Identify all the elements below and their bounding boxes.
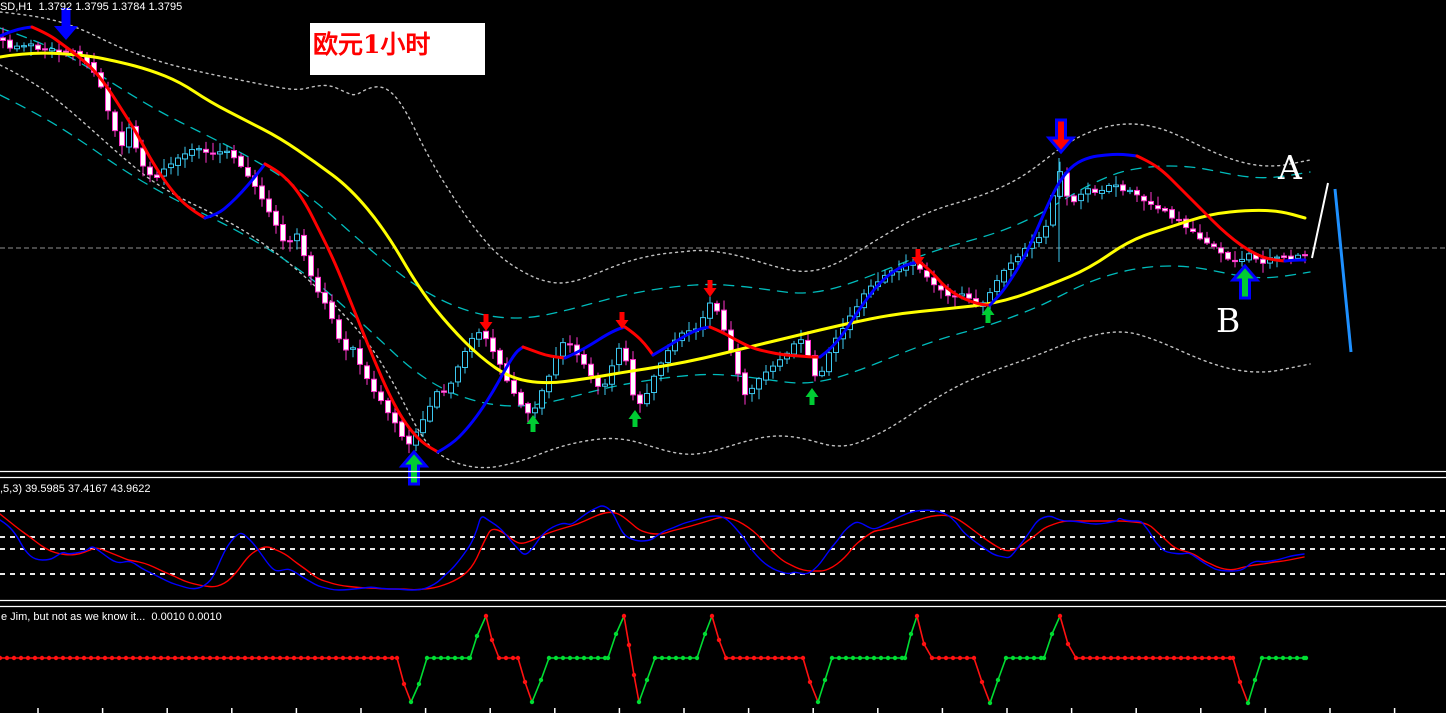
sell-marker-arrow (911, 249, 925, 266)
blue-trend-line[interactable] (1333, 188, 1353, 353)
sell-marker-arrow (1045, 118, 1077, 155)
sell-marker-arrow (479, 314, 493, 331)
symbol-ohlc-label: USD,H1 1.3792 1.3795 1.3784 1.3795 (0, 1, 183, 13)
annotation-letter-a: A (1278, 148, 1302, 187)
chart-note-text: 欧元1小时 (313, 30, 431, 59)
fast-ma-line (0, 25, 1307, 454)
buy-marker-arrow (526, 415, 540, 432)
life-indicator-label: e Jim, but not as we know it... 0.0010 0… (1, 611, 222, 623)
sell-marker-arrow (615, 312, 629, 329)
slow-ma-line (0, 51, 1307, 385)
life-indicator-panel (0, 613, 1309, 706)
bollinger-bands (0, 11, 1311, 469)
buy-marker-arrow (398, 449, 430, 486)
buy-marker-arrow (628, 410, 642, 427)
chart-note-box: 欧元1小时 (310, 23, 485, 75)
buy-marker-arrow (981, 306, 995, 323)
buy-marker-arrow (805, 388, 819, 405)
sell-marker-arrow (54, 8, 78, 40)
buy-marker-arrow (1229, 263, 1261, 300)
stochastic-panel (0, 505, 1446, 591)
envelope-bands (0, 27, 1311, 407)
sell-marker-arrow (703, 280, 717, 297)
time-axis-ticks (37, 708, 1396, 713)
candles-layer (0, 27, 1308, 454)
white-trend-line[interactable] (1311, 182, 1329, 259)
stochastic-indicator-label: ,5,3) 39.5985 37.4167 43.9622 (0, 483, 151, 495)
annotation-letter-b: B (1216, 301, 1241, 340)
